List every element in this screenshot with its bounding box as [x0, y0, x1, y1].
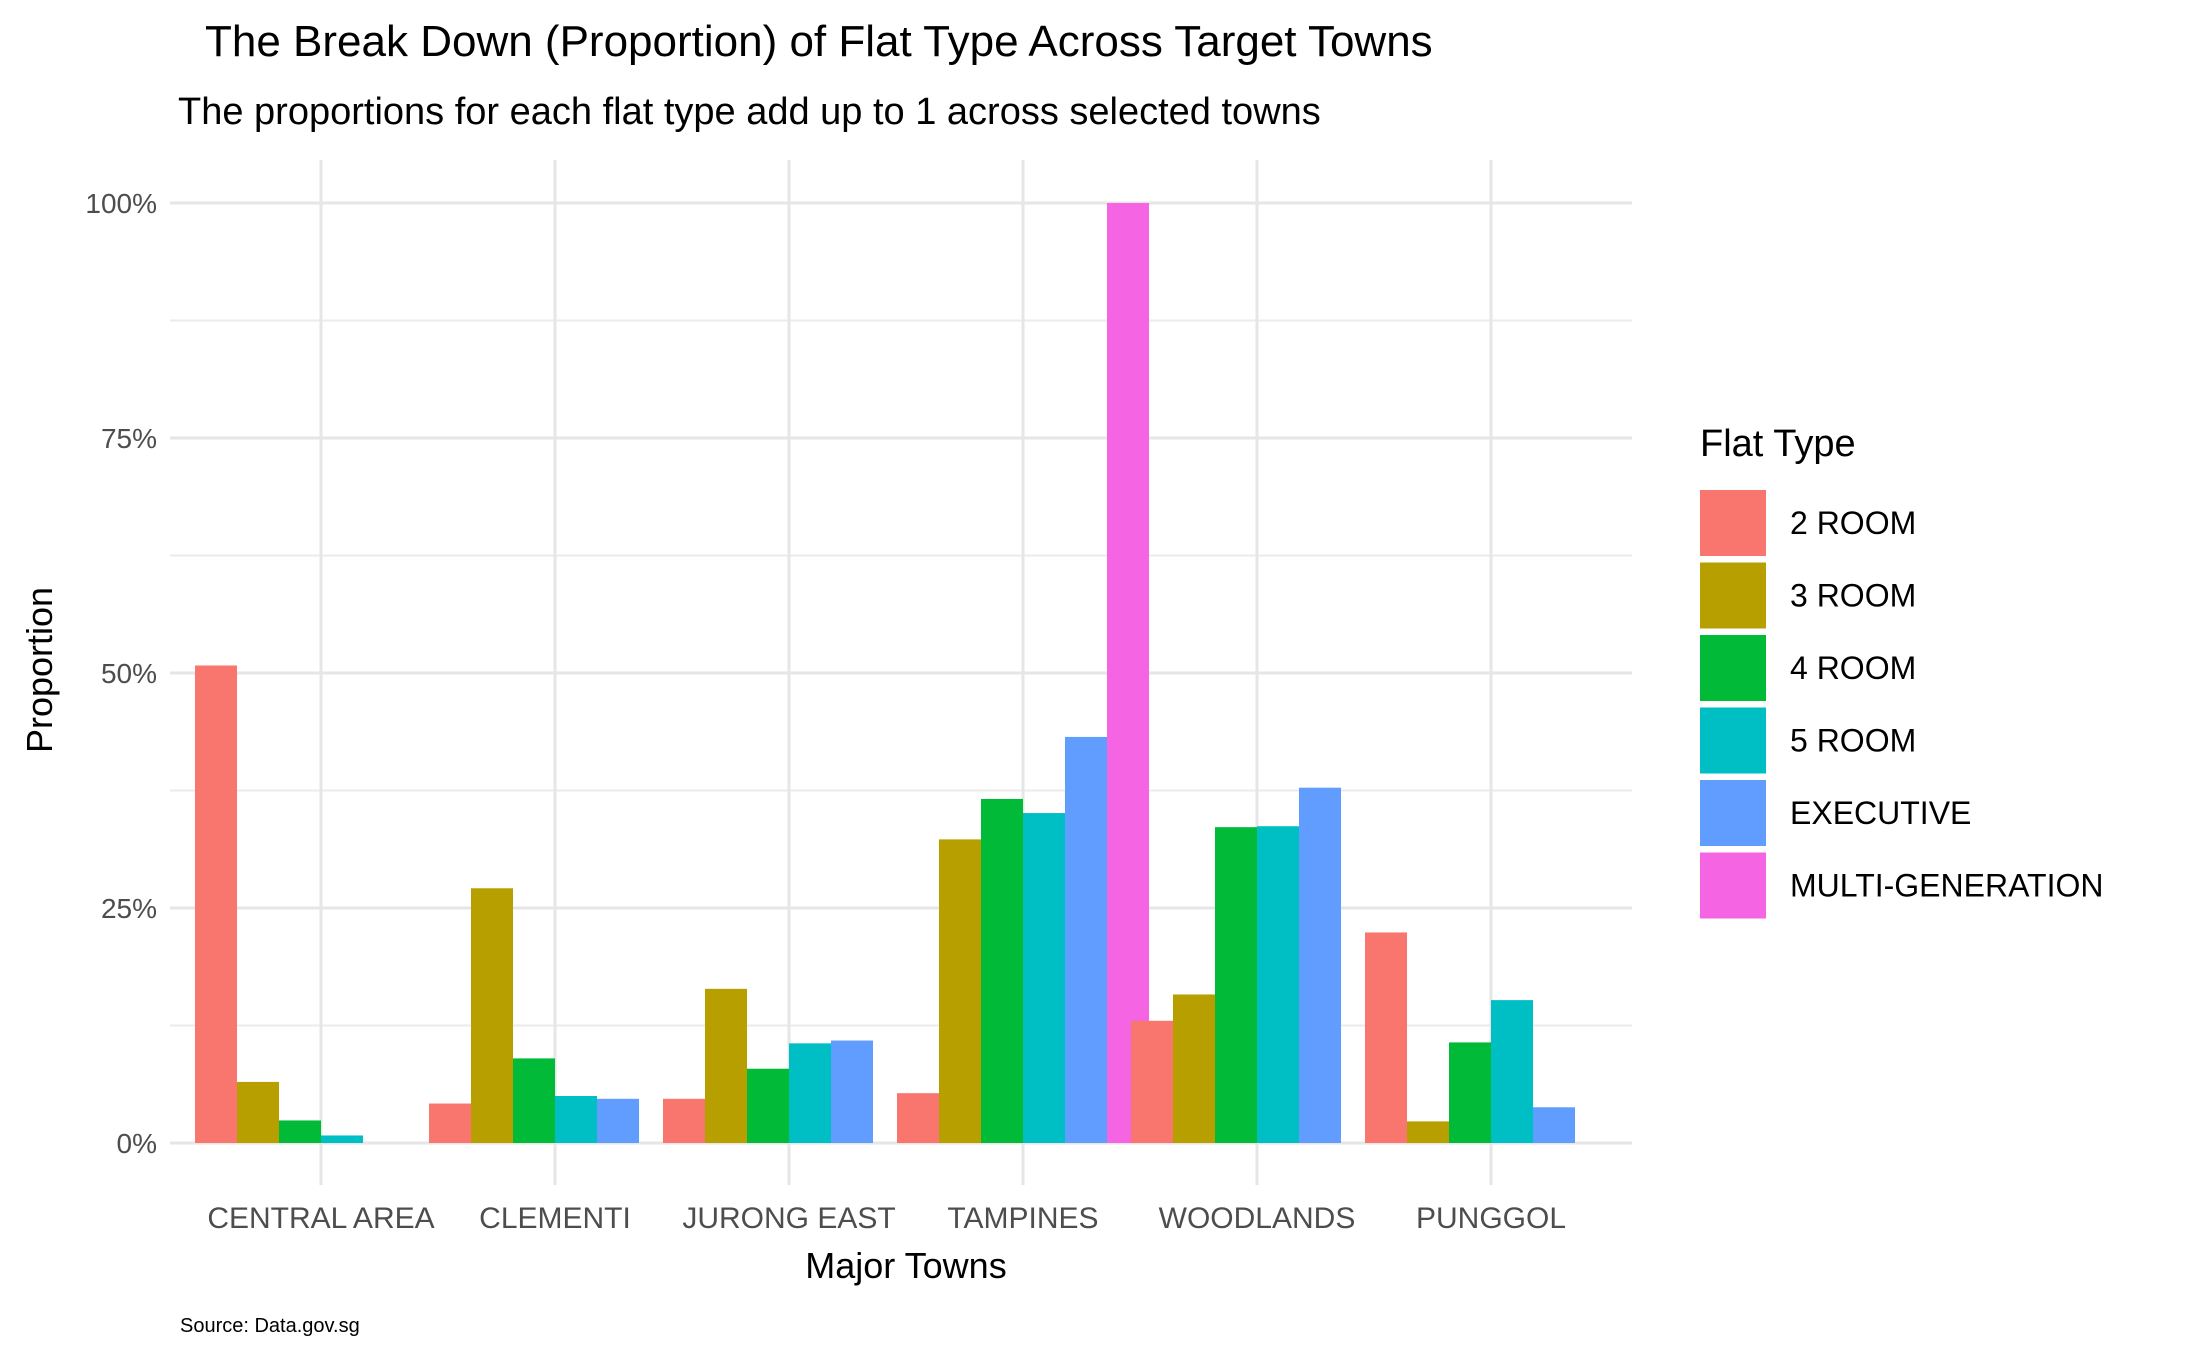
- y-tick-label: 25%: [101, 893, 157, 924]
- y-tick-label: 100%: [85, 188, 157, 219]
- legend-key: [1700, 490, 1766, 556]
- bar: [597, 1098, 639, 1143]
- bar: [1533, 1107, 1575, 1143]
- bar: [1365, 932, 1407, 1143]
- bar: [1023, 813, 1065, 1143]
- legend-items: 2 ROOM 3 ROOM 4 ROOM 5 ROOM EXECUTIVE MULTI-G…: [1700, 490, 2103, 919]
- bar: [663, 1098, 705, 1143]
- x-tick-label: PUNGGOL: [1416, 1202, 1566, 1235]
- legend-key: [1700, 635, 1766, 701]
- bar: [1257, 826, 1299, 1143]
- bar: [429, 1103, 471, 1143]
- bar: [1407, 1121, 1449, 1143]
- bar: [279, 1120, 321, 1143]
- x-tick-label: TAMPINES: [947, 1202, 1098, 1235]
- bar: [981, 798, 1023, 1143]
- legend: Flat Type 2 ROOM 3 ROOM 4 ROOM 5 ROOM EXECUT…: [1700, 423, 2103, 919]
- bar: [471, 888, 513, 1143]
- chart-caption: Source: Data.gov.sg: [180, 1315, 360, 1337]
- bar: [939, 839, 981, 1143]
- x-axis-ticks: CENTRAL AREA CLEMENTI JURONG EAST TAMPINES W…: [207, 1202, 1566, 1235]
- bar: [513, 1058, 555, 1143]
- x-tick-label: WOODLANDS: [1159, 1202, 1356, 1235]
- bar: [195, 665, 237, 1143]
- legend-key: [1700, 780, 1766, 846]
- legend-label: 5 ROOM: [1790, 723, 1916, 759]
- bar: [1107, 203, 1149, 1143]
- bar: [1449, 1042, 1491, 1143]
- x-tick-label: CLEMENTI: [479, 1202, 631, 1235]
- y-axis-ticks: 0% 25% 50% 75% 100%: [85, 188, 157, 1159]
- y-axis-label: Proportion: [19, 587, 60, 753]
- bar: [1491, 1000, 1533, 1143]
- grid-lines: [170, 160, 1632, 1185]
- bar: [897, 1093, 939, 1143]
- bars: [195, 203, 1575, 1143]
- y-tick-label: 50%: [101, 658, 157, 689]
- bar: [237, 1081, 279, 1143]
- legend-label: 2 ROOM: [1790, 505, 1916, 541]
- y-tick-label: 0%: [117, 1128, 157, 1159]
- chart-title: The Break Down (Proportion) of Flat Type…: [205, 17, 1433, 66]
- legend-label: 3 ROOM: [1790, 578, 1916, 614]
- legend-title: Flat Type: [1700, 423, 1856, 465]
- bar: [831, 1040, 873, 1143]
- bar: [789, 1043, 831, 1143]
- y-tick-label: 75%: [101, 423, 157, 454]
- bar: [705, 988, 747, 1143]
- legend-key: [1700, 707, 1766, 774]
- x-tick-label: JURONG EAST: [682, 1202, 895, 1235]
- bar: [1131, 1020, 1173, 1143]
- bar: [1215, 827, 1257, 1143]
- bar: [1173, 994, 1215, 1143]
- legend-label: EXECUTIVE: [1790, 795, 1971, 831]
- legend-key: [1700, 562, 1766, 629]
- x-axis-label: Major Towns: [805, 1245, 1006, 1286]
- legend-label: 4 ROOM: [1790, 650, 1916, 686]
- bar: [555, 1096, 597, 1143]
- legend-label: MULTI-GENERATION: [1790, 868, 2103, 904]
- bar: [747, 1068, 789, 1143]
- bar: [1299, 787, 1341, 1143]
- x-tick-label: CENTRAL AREA: [207, 1202, 434, 1235]
- bar: [321, 1135, 363, 1143]
- legend-key: [1700, 852, 1766, 919]
- chart-subtitle: The proportions for each flat type add u…: [178, 91, 1321, 133]
- bar: [1065, 736, 1107, 1143]
